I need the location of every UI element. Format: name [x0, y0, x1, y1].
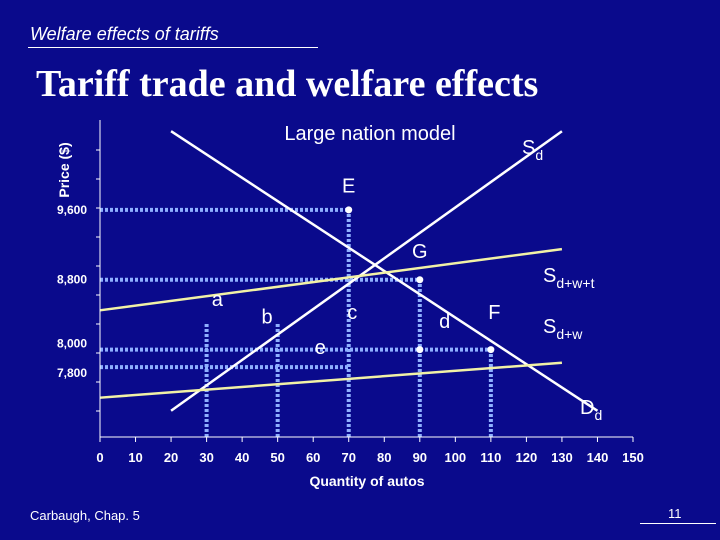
footer-source: Carbaugh, Chap. 5 [30, 508, 140, 523]
y-tick-label-8800: 8,800 [57, 273, 87, 287]
x-tick-label-50: 50 [270, 450, 284, 465]
x-tick-label-110: 110 [480, 450, 501, 465]
x-tick-label-40: 40 [235, 450, 249, 465]
y-tick-label-7800: 7,800 [57, 366, 87, 380]
x-axis-title: Quantity of autos [309, 473, 424, 489]
marked-point-3 [487, 346, 495, 354]
x-tick-label-20: 20 [164, 450, 178, 465]
curve-sd-w-t [99, 247, 563, 312]
x-tick-label-120: 120 [516, 450, 538, 465]
annotation-d: d [439, 311, 450, 333]
annotation-G: G [412, 241, 428, 263]
footer-rule [640, 523, 716, 524]
annotation-e: e [315, 337, 326, 359]
x-tick-label-140: 140 [587, 450, 609, 465]
curve-sd-w [99, 361, 563, 399]
annotation-b: b [261, 306, 272, 328]
series-label-sd-w-t: Sd+w+t [543, 265, 595, 291]
axes: 0 10 20 30 40 50 60 70 80 90 100 110 120 130 140 150 9,6… [57, 120, 644, 465]
x-tick-label-60: 60 [306, 450, 320, 465]
chart-title: Large nation model [284, 123, 455, 145]
guide-lines [100, 207, 493, 437]
series-label-sd-w: Sd+w [543, 316, 583, 342]
marked-point-2 [416, 346, 424, 354]
marked-point-0 [345, 206, 353, 214]
curves [99, 130, 599, 412]
x-tick-label-150: 150 [622, 450, 644, 465]
annotation-a: a [212, 289, 224, 311]
curve-sd [170, 130, 563, 412]
slide-title: Tariff trade and welfare effects [36, 63, 539, 105]
x-tick-label-30: 30 [199, 450, 213, 465]
y-axis-title: Price ($) [56, 142, 72, 197]
annotation-c: c [347, 302, 357, 324]
x-tick-label-100: 100 [444, 450, 466, 465]
x-tick-label-0: 0 [96, 450, 103, 465]
annotation-E: E [342, 175, 355, 197]
x-tick-label-90: 90 [413, 450, 427, 465]
x-tick-label-10: 10 [128, 450, 142, 465]
header-rule [28, 47, 318, 48]
slide-header: Welfare effects of tariffs [30, 24, 219, 44]
series-label-dd: Dd [580, 397, 602, 423]
marked-point-1 [416, 276, 424, 284]
x-tick-label-130: 130 [551, 450, 573, 465]
x-tick-label-70: 70 [341, 450, 355, 465]
page-number: 11 [668, 506, 682, 521]
y-tick-label-9600: 9,600 [57, 203, 87, 217]
chart-labels: Quantity of autos Price ($) Large nation m… [56, 123, 602, 489]
series-label-sd: Sd [522, 137, 543, 163]
x-tick-label-80: 80 [377, 450, 391, 465]
y-tick-label-8000: 8,000 [57, 337, 87, 351]
annotation-F: F [488, 302, 500, 324]
